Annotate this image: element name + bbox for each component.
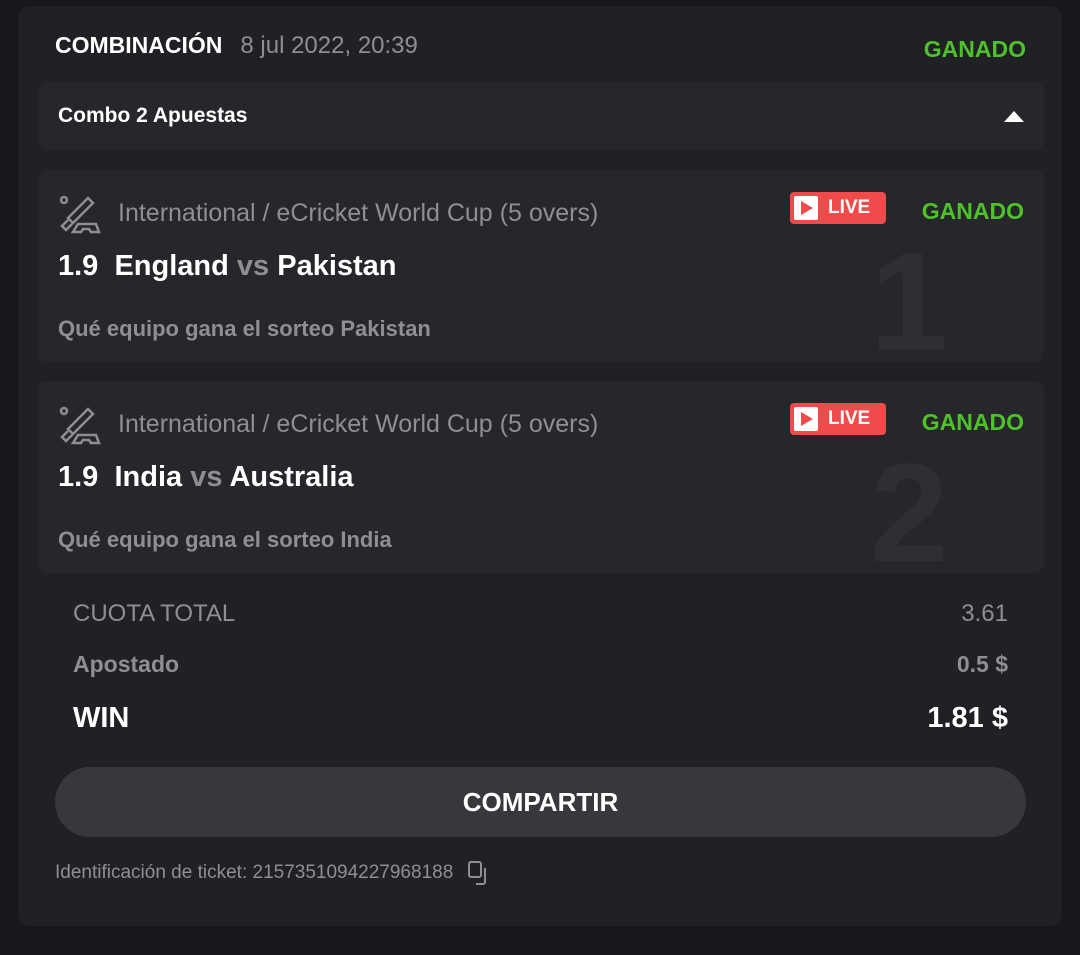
match-line: 1.9 England vs Pakistan [58,250,397,283]
league-name: International / eCricket World Cup (5 ov… [118,410,599,438]
ticket-id-text: Identificación de ticket: 21573510942279… [55,862,454,883]
win-row: WIN 1.81 $ [73,702,1008,735]
bet-ticket-card: COMBINACIÓN 8 jul 2022, 20:39 GANADO Com… [18,6,1062,926]
bet-number: 1 [870,223,948,363]
bet-item: 2 International / eCricket World Cup (5 … [38,381,1044,573]
staked-value: 0.5 $ [956,651,1008,677]
total-odds-value: 3.61 [961,600,1008,627]
ecricket-icon [59,406,101,445]
bet-number: 2 [870,434,948,574]
ecricket-icon [59,195,101,234]
combo-label: Combo 2 Apuestas [58,104,248,127]
away-team: Australia [229,461,354,493]
bet-selection: Qué equipo gana el sorteo India [58,527,392,552]
league-name: International / eCricket World Cup (5 ov… [118,199,599,227]
ticket-status: GANADO [923,36,1026,62]
bet-type: COMBINACIÓN [55,32,223,58]
total-odds-label: CUOTA TOTAL [73,600,236,627]
ticket-id: Identificación de ticket: 21573510942279… [55,860,491,886]
bet-status: GANADO [921,409,1024,435]
live-label: LIVE [828,197,871,218]
bet-item: 1 International / eCricket World Cup (5 … [38,170,1044,362]
copy-icon[interactable] [467,860,491,886]
away-team: Pakistan [277,250,397,282]
win-value: 1.81 $ [927,702,1008,734]
live-badge: LIVE [790,403,886,435]
staked-row: Apostado 0.5 $ [73,651,1008,678]
combo-toggle[interactable]: Combo 2 Apuestas [38,82,1044,150]
share-button[interactable]: COMPARTIR [55,767,1026,837]
staked-label: Apostado [73,651,180,677]
bet-selection: Qué equipo gana el sorteo Pakistan [58,316,431,341]
bet-odds: 1.9 [58,461,99,493]
ticket-header: COMBINACIÓN 8 jul 2022, 20:39 [55,32,418,60]
live-badge: LIVE [790,192,886,224]
triangle-up-icon [1004,110,1024,122]
play-icon [794,196,818,220]
home-team: England [114,250,229,282]
bet-status: GANADO [921,198,1024,224]
match-line: 1.9 India vs Australia [58,461,354,494]
play-icon [794,407,818,431]
total-odds-row: CUOTA TOTAL 3.61 [73,600,1008,628]
vs-label: vs [190,461,223,493]
home-team: India [114,461,183,493]
vs-label: vs [236,250,270,282]
win-label: WIN [73,702,130,734]
bet-odds: 1.9 [58,250,99,282]
bet-date: 8 jul 2022, 20:39 [240,32,418,59]
live-label: LIVE [828,408,871,429]
